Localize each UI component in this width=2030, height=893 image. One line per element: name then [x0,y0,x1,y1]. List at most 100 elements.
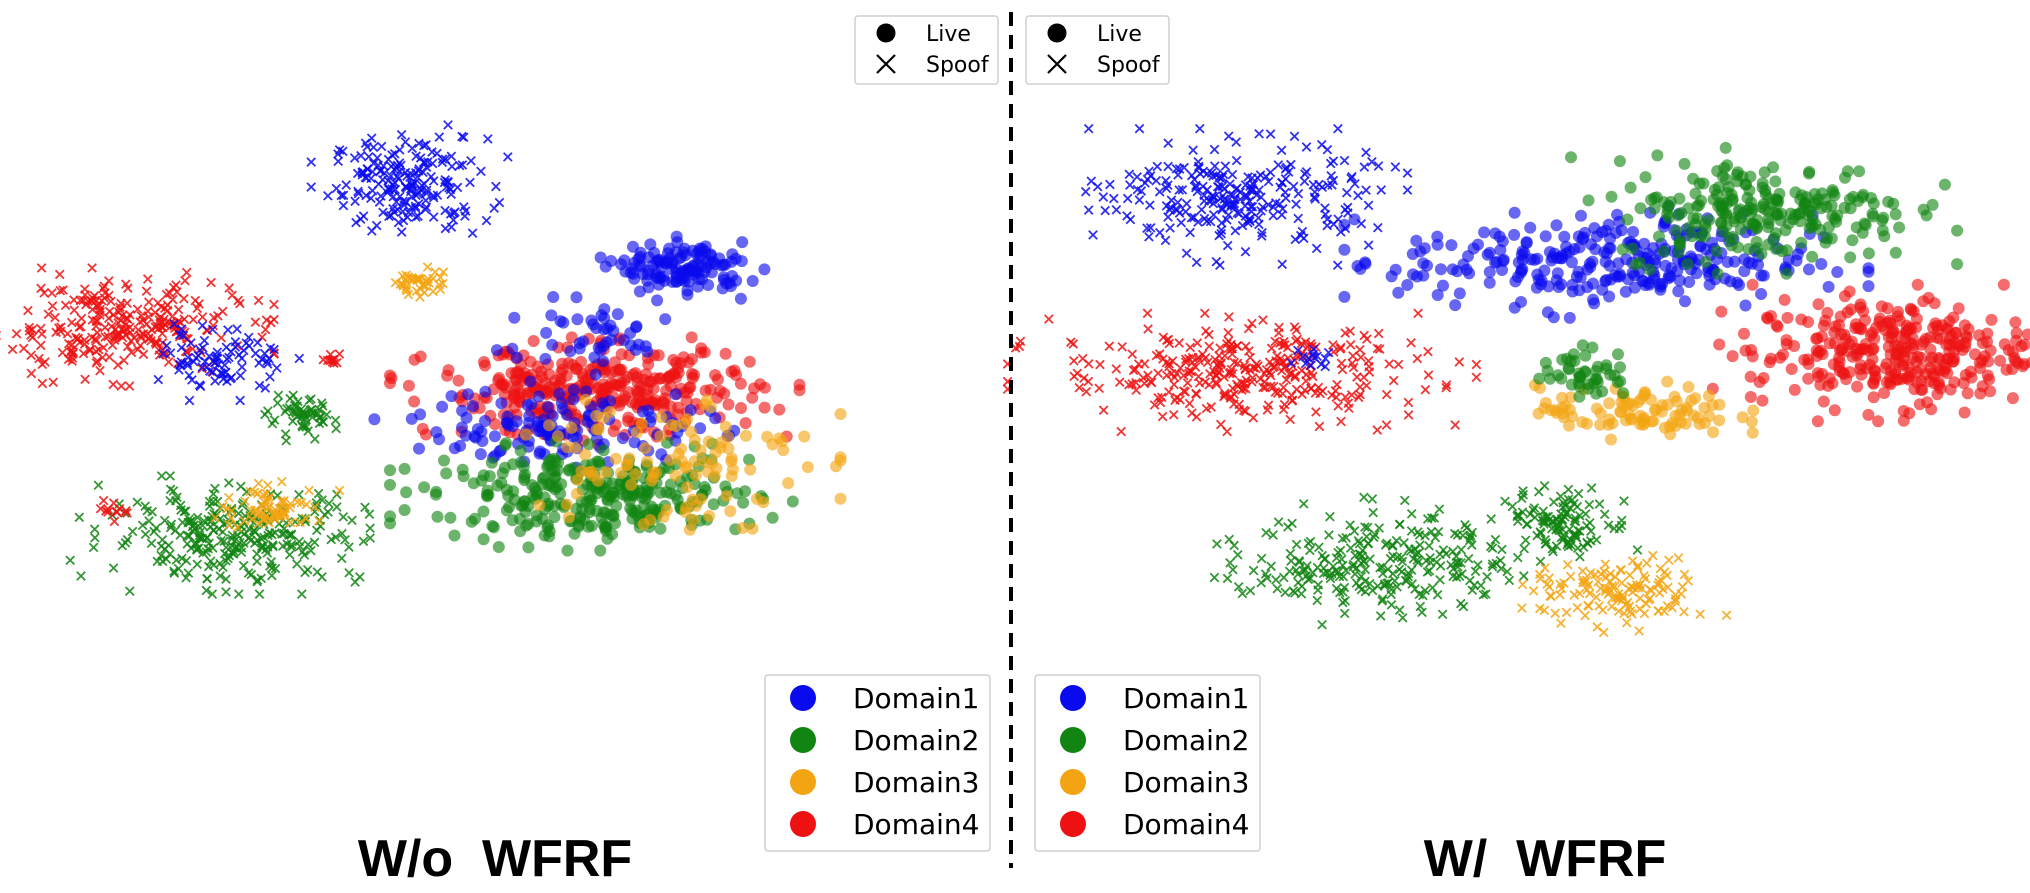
spoof-point [494,197,505,208]
spoof-point [197,320,208,331]
spoof-point [98,495,109,506]
live-point [1653,230,1665,243]
live-point [585,519,598,532]
live-point [570,432,583,445]
spoof-point [50,312,60,323]
spoof-point [306,545,316,556]
live-point [746,522,759,535]
live-point [436,400,449,413]
live-point [1959,329,1972,342]
live-point [466,400,479,413]
spoof-point [1287,518,1297,529]
spoof-point [358,211,369,221]
live-point [1672,285,1685,298]
live-point [1730,168,1743,181]
spoof-point [1240,246,1251,257]
spoof-point [1255,374,1266,384]
spoof-point [482,134,493,144]
spoof-point [1166,368,1177,379]
spoof-point [1353,392,1364,403]
spoof-point [236,547,247,558]
live-point [590,423,603,436]
spoof-point [1228,564,1238,575]
live-point [1849,322,1862,335]
spoof-point [1172,197,1183,208]
live-point [1726,350,1739,363]
spoof-point [1223,327,1234,338]
spoof-point [353,186,363,197]
spoof-point [1212,539,1222,549]
spoof-point [235,481,246,492]
spoof-point [1346,390,1357,400]
live-point [1739,299,1752,312]
spoof-point [1535,527,1546,537]
live-point [1599,255,1612,268]
spoof-point [1340,595,1351,606]
spoof-point [325,349,336,360]
spoof-point [267,418,278,429]
live-point [1639,171,1652,184]
marker-legend-left: Live Spoof [854,15,999,85]
spoof-point [1158,332,1169,343]
spoof-point [1599,509,1610,520]
live-point [834,408,847,420]
live-point [684,404,697,417]
spoof-point [1529,503,1540,513]
spoof-point [1127,349,1138,360]
spoof-point [1220,350,1230,361]
spoof-point [1151,350,1162,361]
spoof-point [412,172,423,182]
spoof-point [183,568,194,578]
live-point [1703,278,1716,291]
spoof-point [349,153,360,163]
live-point [1411,270,1423,283]
live-point [1703,389,1715,402]
live-point [1875,300,1888,313]
spoof-point [1400,575,1411,586]
spoof-point [1609,581,1620,592]
live-point [1421,259,1433,272]
live-point [1580,417,1593,430]
live-point [1643,263,1656,276]
live-point [585,465,598,478]
spoof-point [181,572,191,583]
spoof-point [1535,556,1546,567]
spoof-point [1177,184,1188,195]
live-point [452,374,465,387]
live-point [540,326,553,339]
spoof-point [1278,572,1289,583]
spoof-legend-marker [876,54,896,74]
live-point [1673,237,1686,249]
spoof-point [1348,561,1358,572]
spoof-point [1163,212,1173,222]
spoof-point [1291,539,1302,550]
spoof-point [458,132,469,143]
spoof-point [1433,526,1444,537]
live-point [1626,242,1639,255]
spoof-point [1293,213,1304,224]
live-point [1634,202,1647,215]
spoof-point [1387,568,1398,579]
spoof-point [1420,585,1430,596]
spoof-point [1534,603,1545,614]
spoof-point [1095,359,1105,370]
spoof-point [115,302,125,313]
spoof-point [1679,606,1689,617]
spoof-point [1451,551,1462,562]
live-point [1809,196,1821,209]
spoof-point [337,146,348,157]
live-point [384,464,396,477]
spoof-point [1565,503,1576,514]
spoof-point [213,310,223,321]
live-point [553,387,566,400]
spoof-point [166,519,177,530]
spoof-point [1518,571,1529,581]
spoof-point [368,142,379,153]
live-point [462,388,474,401]
spoof-point [1677,581,1688,592]
spoof-point [1482,571,1492,582]
spoof-point [1574,588,1585,599]
spoof-point [1518,489,1529,500]
spoof-point [388,191,399,202]
spoof-point [1435,574,1445,585]
